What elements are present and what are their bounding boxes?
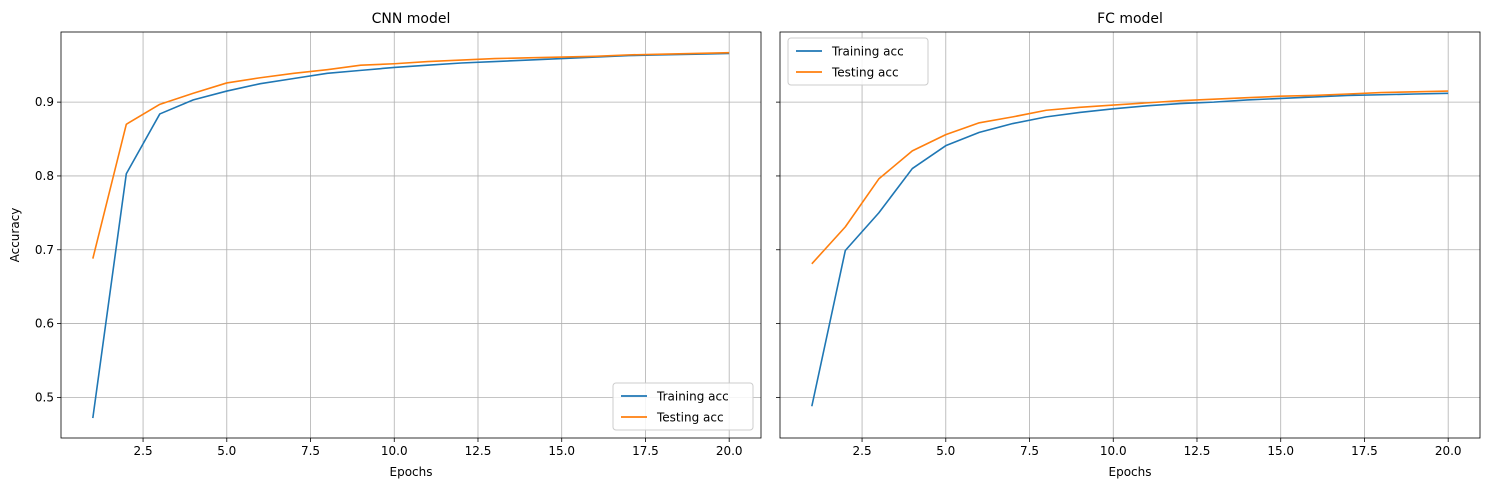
y-tick-label: 0.5: [35, 390, 54, 404]
x-tick-label: 20.0: [1435, 444, 1462, 458]
chart-title: CNN model: [372, 11, 451, 27]
x-tick-label: 12.5: [1184, 444, 1211, 458]
axes-frame: [60, 31, 762, 439]
y-tick-label: 0.9: [35, 95, 54, 109]
x-tick-label: 5.0: [936, 444, 955, 458]
legend: Training acc Testing acc: [612, 382, 754, 431]
y-tick-label: 0.7: [35, 243, 54, 257]
legend-box: [787, 37, 929, 86]
axes-frame: [779, 31, 1481, 439]
chart-title: FC model: [1097, 11, 1163, 27]
x-tick-label: 7.5: [1020, 444, 1039, 458]
x-tick-label: 10.0: [381, 444, 408, 458]
x-tick-label: 5.0: [217, 444, 236, 458]
x-axis-label: Epochs: [390, 465, 433, 479]
legend-label: Training acc: [831, 45, 904, 59]
legend-label: Training acc: [656, 390, 729, 404]
legend-label: Testing acc: [656, 411, 724, 425]
chart-panel-2: 2.5 5.0 7.5 10.0 12.5 15.0 17.5 20.0 FC model Epo…: [776, 11, 1481, 479]
x-tick-label: 15.0: [548, 444, 575, 458]
chart-panel-1: 2.5 5.0 7.5 10.0 12.5 15.0 17.5 20.0 0.5 0.6 0.7 0.…: [8, 11, 762, 479]
x-tick-label: 2.5: [853, 444, 872, 458]
x-tick-label: 17.5: [1351, 444, 1378, 458]
x-axis-label: Epochs: [1109, 465, 1152, 479]
y-tick-label: 0.8: [35, 169, 54, 183]
x-tick-label: 15.0: [1267, 444, 1294, 458]
x-tick-label: 10.0: [1100, 444, 1127, 458]
y-tick-label: 0.6: [35, 317, 54, 331]
series-line-testing-acc: [92, 51, 730, 259]
x-tick-label: 20.0: [716, 444, 743, 458]
series-line-training-acc: [92, 52, 730, 419]
legend-label: Testing acc: [831, 66, 899, 80]
x-tick-label: 12.5: [465, 444, 492, 458]
series-line-testing-acc: [811, 90, 1449, 265]
legend: Training acc Testing acc: [787, 37, 929, 86]
x-tick-label: 2.5: [134, 444, 153, 458]
x-tick-label: 17.5: [632, 444, 659, 458]
series-line-training-acc: [811, 92, 1449, 407]
y-axis-label: Accuracy: [8, 208, 22, 263]
x-tick-label: 7.5: [301, 444, 320, 458]
legend-box: [612, 382, 754, 431]
